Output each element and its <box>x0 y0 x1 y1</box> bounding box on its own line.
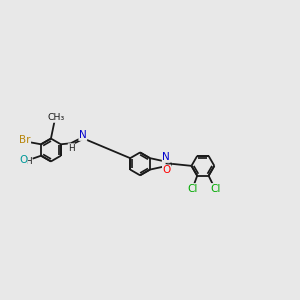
Text: N: N <box>162 152 170 162</box>
Text: CH₃: CH₃ <box>47 113 64 122</box>
Text: Cl: Cl <box>187 184 197 194</box>
Text: O: O <box>163 165 171 175</box>
Text: O: O <box>19 155 27 165</box>
Text: H: H <box>68 144 75 153</box>
Text: H: H <box>25 157 32 166</box>
Text: N: N <box>79 130 87 140</box>
Text: Br: Br <box>19 135 31 145</box>
Text: Cl: Cl <box>210 184 221 194</box>
